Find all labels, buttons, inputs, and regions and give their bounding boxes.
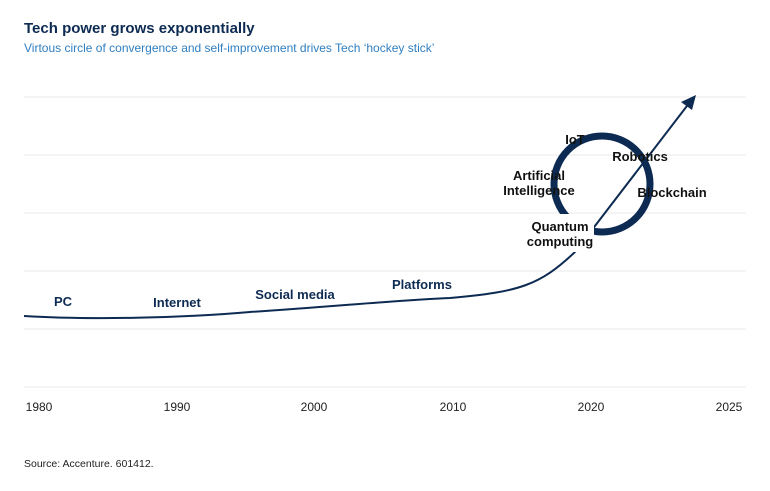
chart-title: Tech power grows exponentially <box>24 20 255 37</box>
era-label: PC <box>54 294 73 309</box>
gridlines <box>24 96 746 388</box>
arrow-head-icon <box>681 95 696 110</box>
technology-label: Robotics <box>612 149 668 164</box>
technology-label: Blockchain <box>637 185 706 200</box>
growth-curve <box>23 251 576 320</box>
x-tick-label: 1990 <box>164 400 191 414</box>
technology-label: Quantum computing <box>527 219 593 249</box>
technology-label: IoT <box>565 132 585 147</box>
growth-arrow-line <box>574 101 691 253</box>
era-label: Platforms <box>392 277 452 292</box>
quantum-label-bg <box>522 214 594 252</box>
x-axis-ticks: 1980 1990 2000 2010 2020 2025 <box>26 400 743 414</box>
x-tick-label: 2000 <box>301 400 328 414</box>
x-tick-label: 2010 <box>440 400 467 414</box>
x-tick-label: 1980 <box>26 400 53 414</box>
source-note: Source: Accenture. 601412. <box>24 458 154 470</box>
x-tick-label: 2020 <box>578 400 605 414</box>
era-label: Social media <box>255 287 335 302</box>
technology-label: Artificial Intelligence <box>503 168 575 198</box>
x-tick-label: 2025 <box>716 400 743 414</box>
convergence-circle <box>550 132 654 236</box>
technology-labels: IoT Robotics Artificial Intelligence Blockch… <box>503 132 706 249</box>
era-label: Internet <box>153 295 201 310</box>
chart-subtitle: Virtous circle of convergence and self-i… <box>24 41 435 55</box>
era-labels: PC Internet Social media Platforms <box>54 277 452 310</box>
